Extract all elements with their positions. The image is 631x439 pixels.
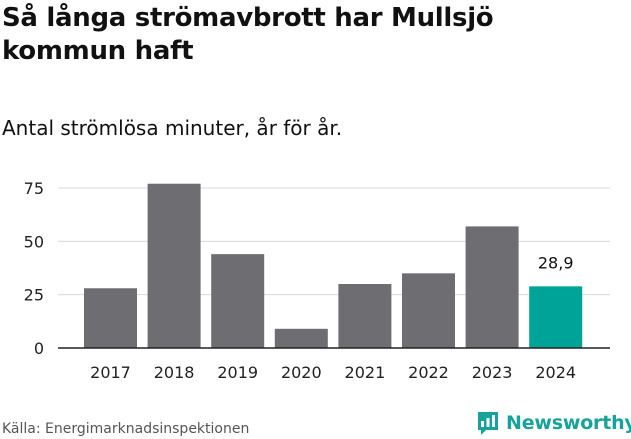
data-label: 28,9 bbox=[538, 253, 574, 272]
brand-name: Newsworthy bbox=[506, 412, 631, 434]
x-tick-label: 2024 bbox=[535, 363, 576, 382]
source-note: Källa: Energimarknadsinspektionen bbox=[2, 421, 250, 437]
bar bbox=[338, 284, 392, 348]
chart-title: Så långa strömavbrott har Mullsjö kommun… bbox=[2, 3, 494, 66]
bar bbox=[529, 286, 583, 348]
x-tick-label: 2022 bbox=[408, 363, 449, 382]
x-tick-label: 2019 bbox=[217, 363, 258, 382]
x-tick-label: 2021 bbox=[345, 363, 386, 382]
chart-subtitle: Antal strömlösa minuter, år för år. bbox=[2, 116, 343, 140]
y-tick-label: 75 bbox=[24, 179, 44, 198]
bar bbox=[274, 328, 328, 348]
brand-logo: Newsworthy bbox=[476, 408, 631, 438]
bar bbox=[402, 273, 455, 348]
bar-chart: 0 25 50 75 2017 2018 2019 2020 2021 2022 2023 2024 2… bbox=[24, 179, 610, 382]
y-tick-label: 50 bbox=[24, 232, 44, 251]
bar-chart-logo-icon bbox=[478, 412, 498, 435]
x-tick-label: 2017 bbox=[90, 363, 131, 382]
bar bbox=[465, 226, 519, 348]
x-tick-label: 2023 bbox=[472, 363, 513, 382]
x-tick-label: 2020 bbox=[281, 363, 322, 382]
bar bbox=[84, 288, 137, 348]
x-tick-label: 2018 bbox=[154, 363, 195, 382]
y-tick-label: 0 bbox=[34, 339, 44, 358]
bar bbox=[147, 183, 201, 348]
bar bbox=[211, 254, 265, 348]
y-tick-label: 25 bbox=[24, 286, 44, 305]
